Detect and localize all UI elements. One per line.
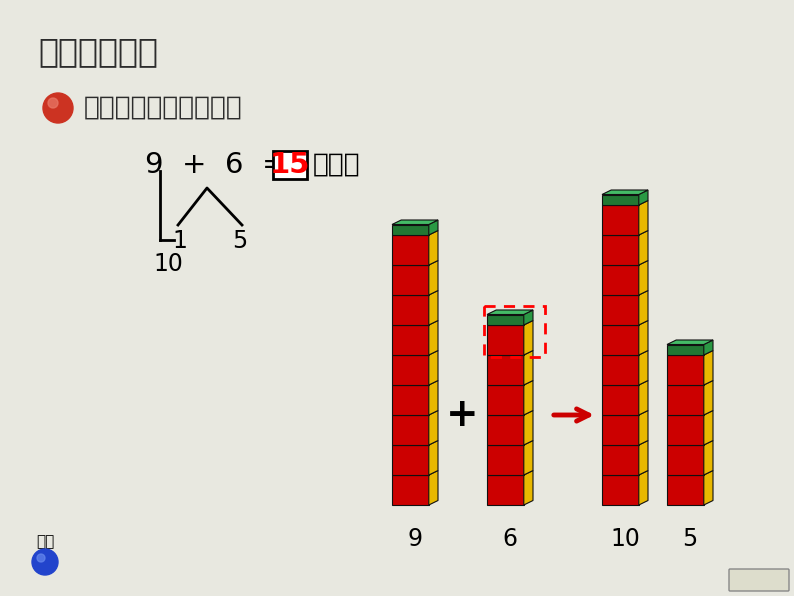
- Circle shape: [48, 98, 58, 108]
- Polygon shape: [703, 340, 713, 355]
- FancyBboxPatch shape: [667, 355, 703, 385]
- Polygon shape: [429, 470, 438, 505]
- FancyBboxPatch shape: [667, 445, 703, 475]
- Circle shape: [43, 93, 73, 123]
- Polygon shape: [639, 290, 648, 325]
- FancyBboxPatch shape: [602, 265, 639, 295]
- FancyBboxPatch shape: [392, 265, 429, 295]
- Polygon shape: [524, 310, 533, 325]
- Text: 一共有多少名运动员？: 一共有多少名运动员？: [84, 95, 243, 121]
- Text: 返回首页: 返回首页: [746, 575, 773, 585]
- FancyBboxPatch shape: [602, 385, 639, 415]
- FancyBboxPatch shape: [667, 415, 703, 445]
- Polygon shape: [639, 411, 648, 445]
- FancyBboxPatch shape: [602, 235, 639, 265]
- Polygon shape: [524, 411, 533, 445]
- Text: 返回: 返回: [36, 535, 54, 550]
- Text: +: +: [446, 396, 479, 434]
- Text: 二、你说我讲: 二、你说我讲: [38, 35, 158, 68]
- FancyBboxPatch shape: [602, 475, 639, 505]
- Text: 10: 10: [153, 252, 183, 276]
- Text: 6: 6: [503, 527, 518, 551]
- Polygon shape: [429, 321, 438, 355]
- Polygon shape: [524, 321, 533, 355]
- FancyBboxPatch shape: [602, 295, 639, 325]
- FancyBboxPatch shape: [729, 569, 789, 591]
- Text: 10: 10: [610, 527, 640, 551]
- Polygon shape: [639, 440, 648, 475]
- Polygon shape: [639, 380, 648, 415]
- Text: 9: 9: [407, 527, 422, 551]
- FancyBboxPatch shape: [667, 385, 703, 415]
- FancyBboxPatch shape: [602, 355, 639, 385]
- Polygon shape: [703, 411, 713, 445]
- FancyBboxPatch shape: [392, 415, 429, 445]
- Text: 5: 5: [233, 229, 248, 253]
- Polygon shape: [639, 470, 648, 505]
- FancyBboxPatch shape: [487, 445, 524, 475]
- Polygon shape: [524, 470, 533, 505]
- Polygon shape: [703, 440, 713, 475]
- Polygon shape: [392, 220, 438, 225]
- FancyBboxPatch shape: [273, 151, 307, 179]
- Circle shape: [37, 554, 45, 562]
- Polygon shape: [524, 440, 533, 475]
- FancyBboxPatch shape: [392, 325, 429, 355]
- Polygon shape: [429, 231, 438, 265]
- FancyBboxPatch shape: [392, 295, 429, 325]
- FancyBboxPatch shape: [392, 445, 429, 475]
- Polygon shape: [639, 190, 648, 205]
- FancyBboxPatch shape: [392, 235, 429, 265]
- Text: 15: 15: [270, 151, 310, 179]
- Text: 9  +  6  =: 9 + 6 =: [145, 151, 287, 179]
- Polygon shape: [429, 411, 438, 445]
- FancyBboxPatch shape: [392, 475, 429, 505]
- Polygon shape: [639, 350, 648, 385]
- Polygon shape: [667, 340, 713, 344]
- Polygon shape: [487, 310, 533, 315]
- FancyBboxPatch shape: [487, 385, 524, 415]
- FancyBboxPatch shape: [602, 325, 639, 355]
- FancyBboxPatch shape: [487, 315, 524, 325]
- Polygon shape: [429, 290, 438, 325]
- FancyBboxPatch shape: [392, 355, 429, 385]
- FancyBboxPatch shape: [487, 355, 524, 385]
- Polygon shape: [429, 220, 438, 235]
- FancyBboxPatch shape: [487, 475, 524, 505]
- FancyBboxPatch shape: [392, 385, 429, 415]
- Polygon shape: [703, 350, 713, 385]
- Polygon shape: [639, 321, 648, 355]
- Polygon shape: [639, 200, 648, 235]
- Circle shape: [32, 549, 58, 575]
- Polygon shape: [429, 380, 438, 415]
- Polygon shape: [429, 350, 438, 385]
- FancyBboxPatch shape: [602, 415, 639, 445]
- FancyBboxPatch shape: [667, 475, 703, 505]
- FancyBboxPatch shape: [602, 194, 639, 205]
- FancyBboxPatch shape: [487, 325, 524, 355]
- Polygon shape: [429, 440, 438, 475]
- FancyBboxPatch shape: [487, 415, 524, 445]
- Polygon shape: [703, 470, 713, 505]
- FancyBboxPatch shape: [602, 205, 639, 235]
- Polygon shape: [639, 260, 648, 295]
- Polygon shape: [524, 380, 533, 415]
- FancyBboxPatch shape: [667, 344, 703, 355]
- Polygon shape: [703, 380, 713, 415]
- Text: （名）: （名）: [313, 152, 360, 178]
- Polygon shape: [429, 260, 438, 295]
- Text: 5: 5: [682, 527, 698, 551]
- Polygon shape: [602, 190, 648, 194]
- Polygon shape: [639, 231, 648, 265]
- Text: 1: 1: [172, 229, 187, 253]
- FancyBboxPatch shape: [602, 445, 639, 475]
- Polygon shape: [524, 350, 533, 385]
- FancyBboxPatch shape: [392, 225, 429, 235]
